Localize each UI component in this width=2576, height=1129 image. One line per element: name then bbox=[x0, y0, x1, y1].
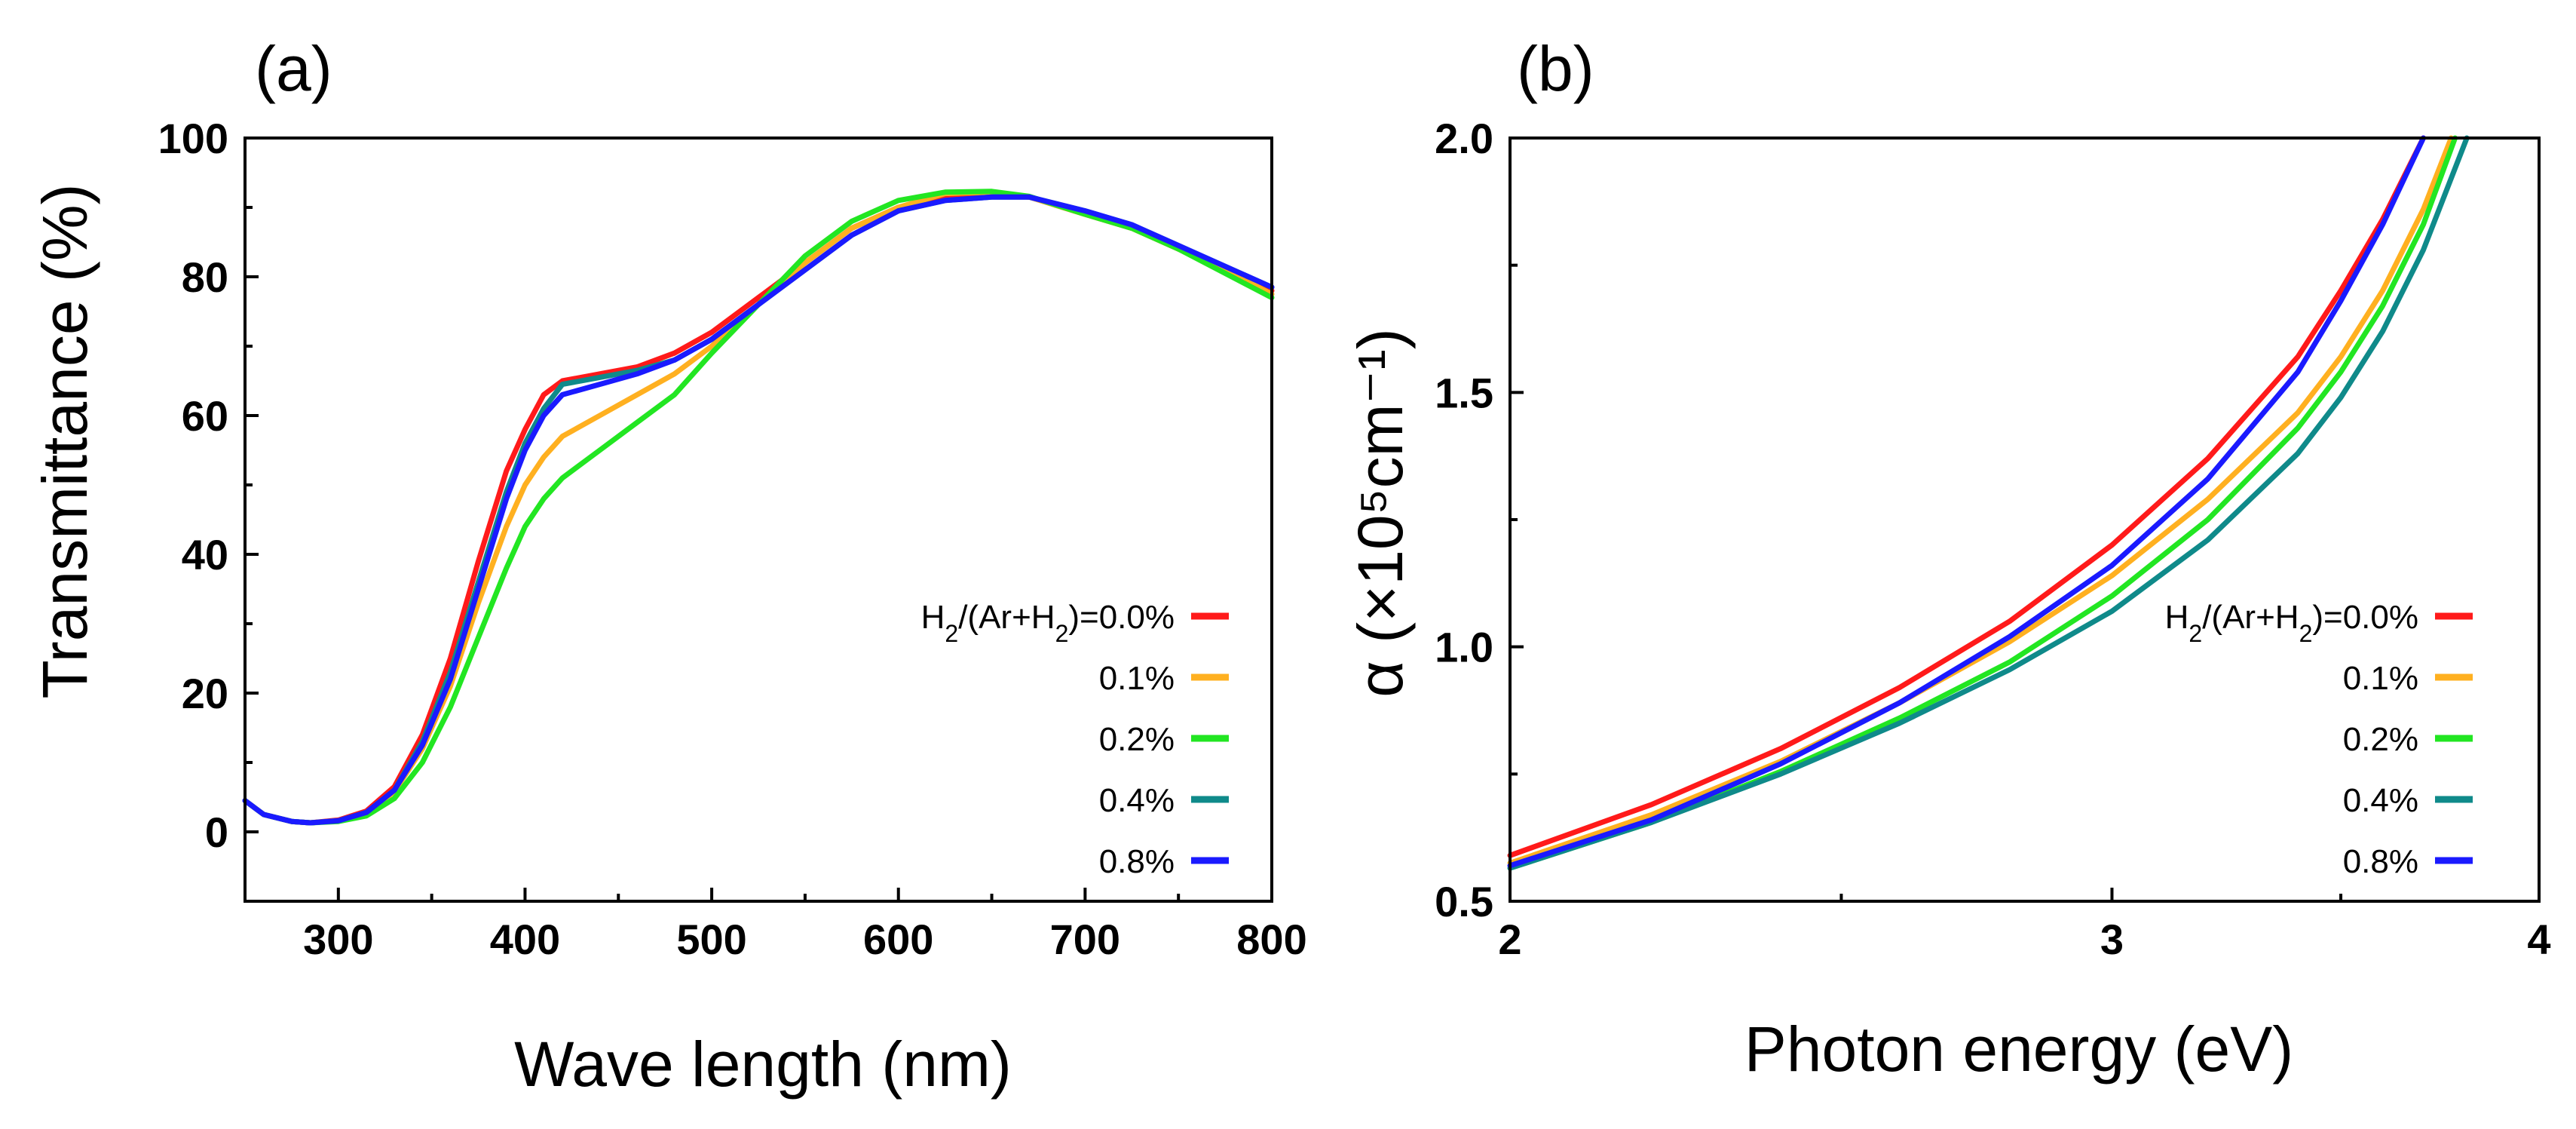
panel-a-legend: H2/(Ar+H2)=0.0% 0.1% 0.2% 0.4% 0.8% bbox=[921, 599, 1229, 880]
panel-b-y-tick-label: 2.0 bbox=[1435, 115, 1493, 162]
panel-a-series-0-8pct bbox=[242, 194, 1275, 826]
panel-b-series-0-0pct bbox=[1507, 135, 2426, 858]
panel-b-y-axis-title: α (×10⁵cm⁻¹) bbox=[1345, 328, 1416, 697]
panel-a-y-tick-label: 80 bbox=[182, 253, 228, 301]
panel-a-ticks: 300 400 500 600 700 800 0 20 40 60 80 100 bbox=[158, 115, 1307, 963]
panel-a-y-tick-label: 60 bbox=[182, 392, 228, 440]
panel-a-y-axis-title: Transmittance (%) bbox=[29, 183, 100, 698]
panel-a-series bbox=[242, 189, 1275, 826]
panel-b-legend-label: 0.4% bbox=[2343, 782, 2418, 819]
panel-b: (b) α (×10⁵cm⁻¹) Photon energy (eV) 2 3 4 0… bbox=[1345, 33, 2551, 1085]
panel-a-y-tick-label: 0 bbox=[205, 808, 228, 856]
panel-b-series bbox=[1507, 135, 2470, 871]
panel-a-legend-label: 0.8% bbox=[1099, 843, 1175, 880]
panel-b-y-tick-label: 1.5 bbox=[1435, 369, 1493, 416]
panel-b-ticks: 2 3 4 0.5 1.0 1.5 2.0 bbox=[1435, 115, 2550, 963]
panel-a-plot-frame bbox=[244, 137, 1273, 903]
panel-b-series-0-2pct bbox=[1507, 135, 2458, 871]
panel-a-x-tick-label: 700 bbox=[1050, 916, 1120, 963]
panel-b-label: (b) bbox=[1517, 33, 1594, 104]
panel-a-x-tick-label: 400 bbox=[490, 916, 560, 963]
panel-b-series-0-1pct bbox=[1507, 135, 2454, 866]
panel-b-legend-label: H2/(Ar+H2)=0.0% bbox=[2165, 599, 2418, 647]
panel-b-legend-label: 0.8% bbox=[2343, 843, 2418, 880]
panel-a-y-tick-label: 40 bbox=[182, 531, 228, 578]
panel-b-legend: H2/(Ar+H2)=0.0% 0.1% 0.2% 0.4% 0.8% bbox=[2165, 599, 2473, 880]
panel-a-legend-label: 0.2% bbox=[1099, 721, 1175, 758]
panel-a-legend-label: 0.1% bbox=[1099, 660, 1175, 697]
panel-b-series-0-4pct bbox=[1507, 135, 2470, 871]
panel-b-y-tick-label: 0.5 bbox=[1435, 878, 1493, 925]
panel-a-x-tick-label: 500 bbox=[676, 916, 746, 963]
panel-b-series-0-8pct bbox=[1507, 135, 2426, 869]
panel-b-x-tick-label: 4 bbox=[2527, 916, 2550, 963]
panel-a-x-axis-title: Wave length (nm) bbox=[514, 1029, 1012, 1100]
panel-a-x-tick-label: 600 bbox=[863, 916, 933, 963]
panel-b-x-tick-label: 2 bbox=[1498, 916, 1521, 963]
panel-a-label: (a) bbox=[255, 33, 332, 104]
panel-a-legend-label: H2/(Ar+H2)=0.0% bbox=[921, 599, 1175, 647]
panel-a-legend-label: 0.4% bbox=[1099, 782, 1175, 819]
panel-a-y-tick-label: 20 bbox=[182, 670, 228, 717]
panel-b-x-axis-title: Photon energy (eV) bbox=[1744, 1014, 2293, 1085]
panel-b-legend-label: 0.2% bbox=[2343, 721, 2418, 758]
panel-b-legend-label: 0.1% bbox=[2343, 660, 2418, 697]
panel-a-x-tick-label: 800 bbox=[1236, 916, 1306, 963]
panel-a: (a) Transmittance (%) Wave length (nm) 3… bbox=[29, 33, 1307, 1100]
panel-b-plot-frame bbox=[1509, 137, 2541, 903]
panel-b-y-tick-label: 1.0 bbox=[1435, 624, 1493, 671]
panel-a-y-tick-label: 100 bbox=[158, 115, 228, 162]
panel-a-x-tick-label: 300 bbox=[303, 916, 373, 963]
panel-b-x-tick-label: 3 bbox=[2100, 916, 2124, 963]
